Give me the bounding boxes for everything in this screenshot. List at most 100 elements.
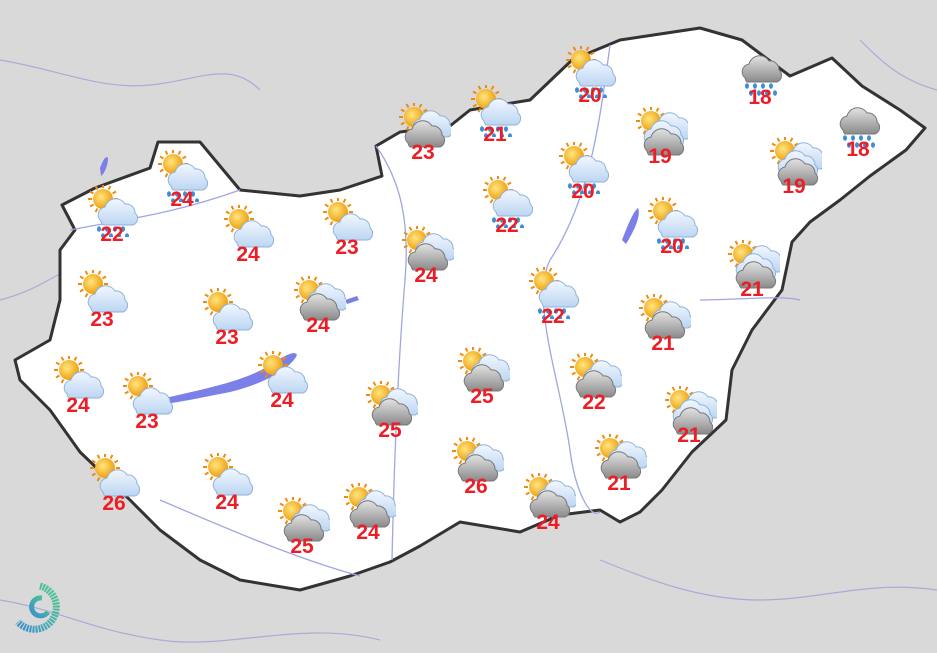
lakes <box>100 157 639 404</box>
temperature-label: 25 <box>290 535 314 558</box>
station-forecast: 20 <box>553 142 613 222</box>
weather-sun-cloud-icon <box>203 288 254 331</box>
temperature-label: 24 <box>414 264 438 287</box>
weather-sun-cloud-darkcloud-icon <box>770 137 822 186</box>
weather-sun-cloud-rain-icon <box>158 150 209 202</box>
dark-cloud-icon <box>575 370 617 398</box>
dark-cloud-icon <box>529 490 571 518</box>
dark-cloud-icon <box>283 514 325 542</box>
station-forecast: 22 <box>523 267 583 347</box>
station-forecast: 22 <box>82 185 142 265</box>
temperature-label: 22 <box>495 214 519 237</box>
weather-sun-darkcloud-icon <box>402 226 454 271</box>
temperature-label: 20 <box>571 180 595 203</box>
temperature-label: 24 <box>356 521 380 544</box>
station-forecast: 24 <box>197 453 257 533</box>
temperature-label: 22 <box>100 223 124 246</box>
station-forecast: 25 <box>360 381 420 461</box>
weather-sun-darkcloud-icon <box>344 483 396 528</box>
station-forecast: 22 <box>564 353 624 433</box>
station-forecast: 24 <box>152 150 212 230</box>
station-forecast: 18 <box>730 48 790 128</box>
station-forecast: 25 <box>452 347 512 427</box>
light-cloud-icon <box>233 220 275 248</box>
dark-cloud-icon <box>457 454 499 482</box>
station-forecast: 20 <box>560 46 620 126</box>
station-forecast: 24 <box>396 226 456 306</box>
lake-velence <box>345 296 359 304</box>
station-forecast: 23 <box>393 103 453 183</box>
light-cloud-icon <box>267 366 309 394</box>
temperature-label: 24 <box>270 389 294 412</box>
station-forecast: 21 <box>659 386 719 466</box>
temperature-label: 23 <box>335 236 359 259</box>
country-shape-hungary <box>13 26 927 592</box>
dark-cloud-icon <box>600 451 642 479</box>
temperature-label: 18 <box>846 138 870 161</box>
temperature-label: 21 <box>740 278 764 301</box>
temperature-label: 23 <box>90 308 114 331</box>
light-cloud-icon <box>657 210 699 238</box>
station-forecast: 23 <box>317 198 377 278</box>
station-forecast: 22 <box>477 176 537 256</box>
station-forecast: 26 <box>84 454 144 534</box>
station-forecast: 21 <box>722 240 782 320</box>
temperature-label: 24 <box>215 491 239 514</box>
dark-cloud-icon <box>463 364 505 392</box>
station-forecast: 21 <box>633 294 693 374</box>
station-forecast: 24 <box>288 276 348 356</box>
temperature-label: 21 <box>651 332 675 355</box>
weather-sun-cloud-darkcloud-icon <box>636 107 688 156</box>
weather-sun-cloud-icon <box>258 351 309 394</box>
temperature-label: 22 <box>541 305 565 328</box>
temperature-label: 26 <box>464 475 488 498</box>
temperature-label: 19 <box>782 175 806 198</box>
light-cloud-icon <box>212 468 254 496</box>
weather-sun-cloud-darkcloud-icon <box>728 240 780 289</box>
weather-sun-cloud-rain-icon <box>471 85 522 137</box>
weather-sun-cloud-icon <box>54 356 105 399</box>
weather-sun-darkcloud-icon <box>452 437 504 482</box>
temperature-label: 25 <box>378 419 402 442</box>
light-cloud-icon <box>492 189 534 217</box>
weather-sun-darkcloud-icon <box>595 434 647 479</box>
station-forecast: 24 <box>338 483 398 563</box>
station-forecast: 26 <box>446 437 506 517</box>
station-forecast: 20 <box>642 197 702 277</box>
temperature-label: 21 <box>483 123 507 146</box>
rain-icon <box>167 191 199 202</box>
weather-sun-darkcloud-icon <box>458 347 510 392</box>
rain-icon <box>745 83 777 96</box>
station-forecast: 24 <box>518 473 578 553</box>
weather-sun-cloud-icon <box>90 454 141 497</box>
station-forecast: 19 <box>630 107 690 187</box>
temperature-label: 24 <box>536 511 560 534</box>
weather-sun-darkcloud-icon <box>570 353 622 398</box>
station-forecast: 19 <box>764 137 824 217</box>
weather-sun-cloud-rain-icon <box>483 176 534 228</box>
temperature-label: 18 <box>748 86 772 109</box>
light-cloud-icon <box>167 163 209 191</box>
rain-icon <box>480 126 512 137</box>
temperature-label: 21 <box>677 424 701 447</box>
temperature-label: 24 <box>236 243 260 266</box>
light-cloud-icon <box>97 198 139 226</box>
dark-cloud-icon <box>741 55 783 83</box>
dark-cloud-icon <box>299 293 341 321</box>
temperature-label: 19 <box>648 145 672 168</box>
rain-icon <box>657 238 689 249</box>
weather-sun-cloud-icon <box>78 270 129 313</box>
station-forecast: 24 <box>48 356 108 436</box>
dark-cloud-icon <box>839 107 881 135</box>
weather-sun-cloud-rain-icon <box>559 142 610 194</box>
temperature-label: 20 <box>578 84 602 107</box>
dark-cloud-icon <box>777 158 819 186</box>
temperature-label: 26 <box>102 492 126 515</box>
station-forecast: 21 <box>465 85 525 165</box>
temperature-label: 20 <box>660 235 684 258</box>
weather-sun-darkcloud-icon <box>524 473 576 518</box>
rain-icon <box>97 226 129 237</box>
dark-cloud-icon <box>644 311 686 339</box>
weather-sun-cloud-icon <box>224 205 275 248</box>
weather-sun-cloud-darkcloud-icon <box>665 386 717 435</box>
